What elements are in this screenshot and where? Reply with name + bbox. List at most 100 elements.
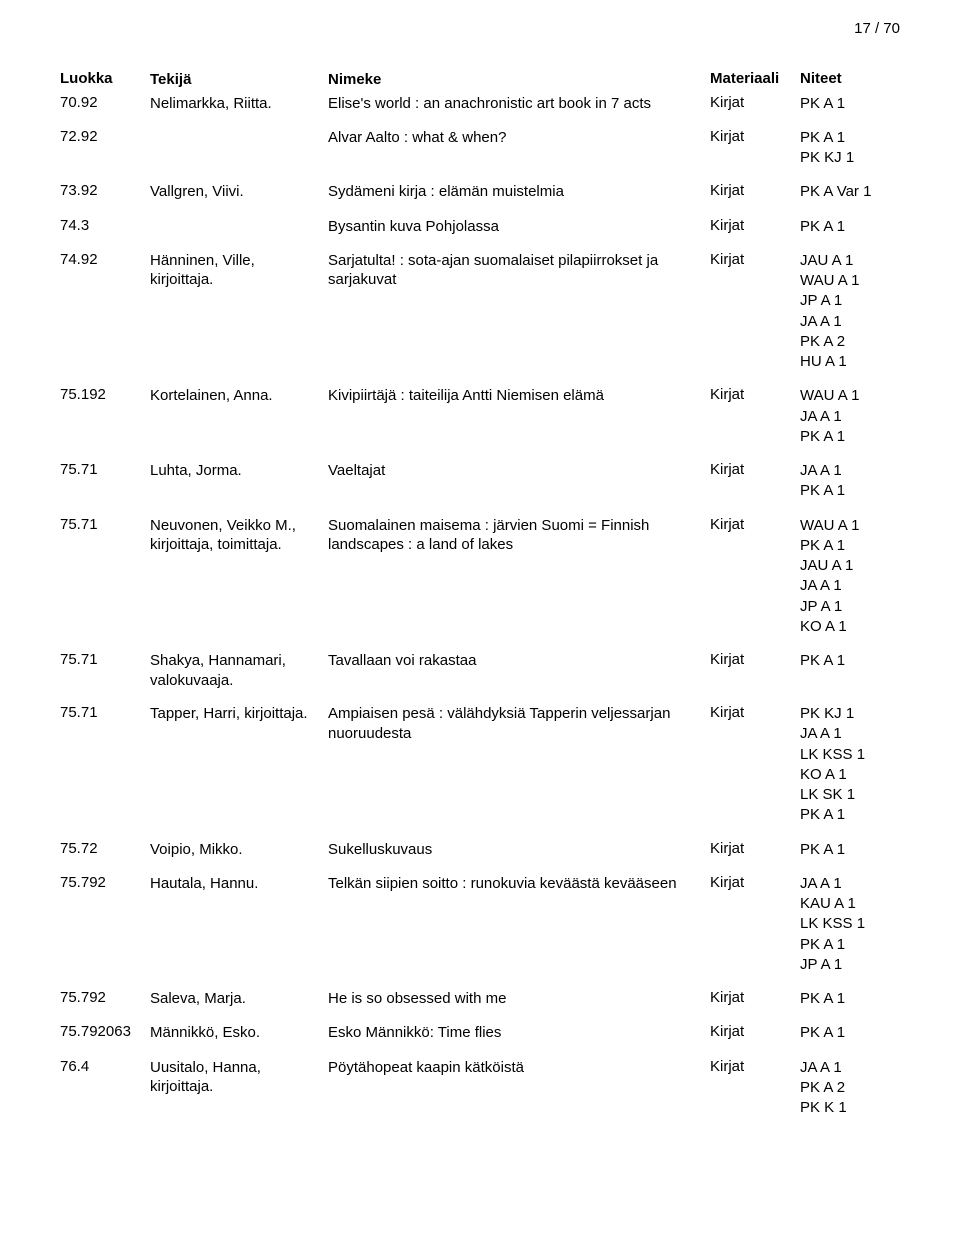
cell-nimeke: Sarjatulta! : sota-ajan suomalaiset pila… [328, 251, 710, 290]
data-table: Luokka Tekijä Nimeke Materiaali Niteet 7… [60, 70, 900, 1118]
niteet-item: PK A 1 [800, 651, 900, 671]
cell-materiaali: Kirjat [710, 989, 800, 1006]
cell-nimeke: Kivipiirtäjä : taiteilija Antti Niemisen… [328, 386, 710, 406]
cell-tekija: Hänninen, Ville, kirjoittaja. [150, 251, 328, 290]
niteet-list: JA A 1PK A 1 [800, 461, 900, 502]
cell-tekija: Tapper, Harri, kirjoittaja. [150, 704, 328, 724]
niteet-item: PK A 2 [800, 332, 900, 352]
niteet-item: JAU A 1 [800, 251, 900, 271]
cell-materiaali: Kirjat [710, 704, 800, 721]
cell-nimeke: Esko Männikkö: Time flies [328, 1023, 710, 1043]
cell-materiaali: Kirjat [710, 651, 800, 668]
table-row: 75.192Kortelainen, Anna.Kivipiirtäjä : t… [60, 386, 900, 447]
cell-luokka: 76.4 [60, 1058, 150, 1075]
table-row: 75.792Hautala, Hannu.Telkän siipien soit… [60, 874, 900, 975]
niteet-item: PK A 1 [800, 989, 900, 1009]
niteet-list: JAU A 1WAU A 1JP A 1JA A 1PK A 2HU A 1 [800, 251, 900, 373]
cell-nimeke: Pöytähopeat kaapin kätköistä [328, 1058, 710, 1078]
table-row: 75.71Neuvonen, Veikko M., kirjoittaja, t… [60, 516, 900, 638]
header-luokka: Luokka [60, 70, 150, 90]
cell-niteet: PK A 1 [800, 94, 900, 114]
table-row: 75.792Saleva, Marja.He is so obsessed wi… [60, 989, 900, 1009]
cell-nimeke: Ampiaisen pesä : välähdyksiä Tapperin ve… [328, 704, 710, 743]
cell-luokka: 70.92 [60, 94, 150, 111]
table-row: 76.4Uusitalo, Hanna, kirjoittaja.Pöytäho… [60, 1058, 900, 1119]
header-nimeke: Nimeke [328, 70, 710, 90]
niteet-item: WAU A 1 [800, 271, 900, 291]
niteet-item: PK A 2 [800, 1078, 900, 1098]
cell-nimeke: He is so obsessed with me [328, 989, 710, 1009]
niteet-list: PK A Var 1 [800, 182, 900, 202]
cell-niteet: PK A 1 [800, 840, 900, 860]
niteet-list: JA A 1KAU A 1LK KSS 1PK A 1JP A 1 [800, 874, 900, 975]
cell-tekija: Shakya, Hannamari, valokuvaaja. [150, 651, 328, 690]
cell-luokka: 75.71 [60, 651, 150, 668]
page-number: 17 / 70 [854, 20, 900, 37]
niteet-item: JA A 1 [800, 312, 900, 332]
cell-niteet: PK A Var 1 [800, 182, 900, 202]
cell-nimeke: Elise's world : an anachronistic art boo… [328, 94, 710, 114]
table-row: 75.71Tapper, Harri, kirjoittaja.Ampiaise… [60, 704, 900, 826]
niteet-item: PK A 1 [800, 94, 900, 114]
cell-luokka: 75.71 [60, 516, 150, 533]
cell-materiaali: Kirjat [710, 386, 800, 403]
niteet-item: JA A 1 [800, 461, 900, 481]
niteet-list: PK A 1 [800, 94, 900, 114]
cell-materiaali: Kirjat [710, 182, 800, 199]
cell-materiaali: Kirjat [710, 840, 800, 857]
cell-nimeke: Sydämeni kirja : elämän muistelmia [328, 182, 710, 202]
cell-niteet: JA A 1PK A 2PK K 1 [800, 1058, 900, 1119]
cell-niteet: PK A 1 [800, 651, 900, 671]
table-row: 75.792063Männikkö, Esko.Esko Männikkö: T… [60, 1023, 900, 1043]
cell-niteet: WAU A 1JA A 1PK A 1 [800, 386, 900, 447]
niteet-item: HU A 1 [800, 352, 900, 372]
niteet-item: WAU A 1 [800, 516, 900, 536]
cell-luokka: 75.192 [60, 386, 150, 403]
niteet-item: JP A 1 [800, 955, 900, 975]
cell-luokka: 75.71 [60, 461, 150, 478]
cell-tekija: Saleva, Marja. [150, 989, 328, 1009]
cell-tekija: Voipio, Mikko. [150, 840, 328, 860]
niteet-item: JP A 1 [800, 291, 900, 311]
niteet-item: PK A 1 [800, 1023, 900, 1043]
cell-nimeke: Bysantin kuva Pohjolassa [328, 217, 710, 237]
cell-materiaali: Kirjat [710, 128, 800, 145]
cell-tekija: Vallgren, Viivi. [150, 182, 328, 202]
niteet-list: PK KJ 1JA A 1LK KSS 1KO A 1LK SK 1PK A 1 [800, 704, 900, 826]
niteet-item: KO A 1 [800, 765, 900, 785]
niteet-item: PK A 1 [800, 128, 900, 148]
niteet-item: PK A 1 [800, 427, 900, 447]
cell-niteet: PK A 1 [800, 1023, 900, 1043]
cell-tekija: Neuvonen, Veikko M., kirjoittaja, toimit… [150, 516, 328, 555]
cell-materiaali: Kirjat [710, 461, 800, 478]
table-row: 75.72Voipio, Mikko.SukelluskuvausKirjatP… [60, 840, 900, 860]
cell-materiaali: Kirjat [710, 874, 800, 891]
niteet-list: PK A 1 [800, 217, 900, 237]
cell-tekija: Männikkö, Esko. [150, 1023, 328, 1043]
cell-nimeke: Alvar Aalto : what & when? [328, 128, 710, 148]
table-row: 74.3Bysantin kuva PohjolassaKirjatPK A 1 [60, 217, 900, 237]
cell-materiaali: Kirjat [710, 251, 800, 268]
niteet-list: PK A 1 [800, 1023, 900, 1043]
cell-nimeke: Vaeltajat [328, 461, 710, 481]
cell-niteet: JAU A 1WAU A 1JP A 1JA A 1PK A 2HU A 1 [800, 251, 900, 373]
cell-niteet: WAU A 1PK A 1JAU A 1JA A 1JP A 1KO A 1 [800, 516, 900, 638]
niteet-item: JAU A 1 [800, 556, 900, 576]
table-header-row: Luokka Tekijä Nimeke Materiaali Niteet [60, 70, 900, 90]
niteet-item: KAU A 1 [800, 894, 900, 914]
niteet-item: PK A 1 [800, 805, 900, 825]
header-tekija: Tekijä [150, 70, 328, 90]
niteet-item: LK KSS 1 [800, 745, 900, 765]
niteet-item: PK A 1 [800, 536, 900, 556]
cell-niteet: JA A 1PK A 1 [800, 461, 900, 502]
niteet-item: PK A 1 [800, 840, 900, 860]
cell-nimeke: Suomalainen maisema : järvien Suomi = Fi… [328, 516, 710, 555]
niteet-item: PK KJ 1 [800, 148, 900, 168]
niteet-item: LK KSS 1 [800, 914, 900, 934]
cell-luokka: 74.3 [60, 217, 150, 234]
niteet-list: PK A 1 [800, 651, 900, 671]
niteet-item: PK A 1 [800, 217, 900, 237]
cell-materiaali: Kirjat [710, 516, 800, 533]
cell-luokka: 74.92 [60, 251, 150, 268]
cell-luokka: 75.71 [60, 704, 150, 721]
